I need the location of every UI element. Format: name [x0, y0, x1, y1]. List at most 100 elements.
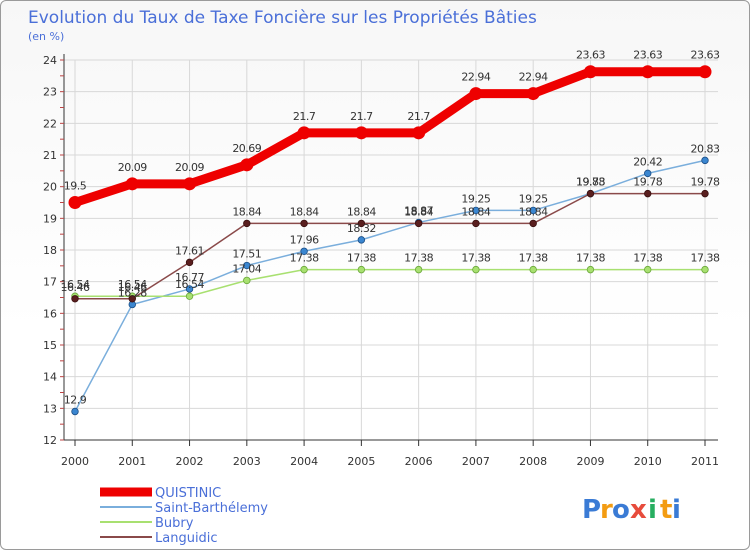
data-point — [357, 265, 366, 274]
data-label: 18.84 — [232, 205, 261, 218]
y-tick-label: 17 — [43, 276, 57, 289]
y-tick-label: 15 — [43, 339, 57, 352]
data-label: 16.28 — [118, 286, 147, 299]
data-label: 17.38 — [576, 252, 605, 265]
data-point — [183, 177, 197, 191]
y-tick-label: 18 — [43, 244, 57, 257]
x-tick-label: 2004 — [290, 455, 318, 468]
legend-label-3: Languidic — [155, 531, 218, 546]
x-tick-label: 2009 — [576, 455, 604, 468]
data-point — [357, 219, 366, 228]
data-label: 19.78 — [633, 176, 662, 189]
logo-letter: P — [582, 495, 601, 525]
x-tick-label: 2001 — [118, 455, 146, 468]
axes: 12 13 14 15 16 17 18 19 20 21 22 23 24 2000 2001 2002 20… — [43, 54, 719, 468]
legend-label-1: Saint-Barthélemy — [155, 501, 268, 516]
y-tick-label: 16 — [43, 307, 57, 320]
data-label: 19.78 — [691, 176, 720, 189]
data-point — [641, 65, 655, 79]
y-tick-label: 13 — [43, 402, 57, 415]
data-label: 19.25 — [461, 192, 490, 205]
data-point — [472, 219, 480, 228]
data-point — [644, 265, 652, 274]
data-label: 21.7 — [407, 110, 430, 123]
data-label: 20.09 — [118, 161, 147, 174]
x-tick-label: 2008 — [519, 455, 547, 468]
series-line-3 — [74, 192, 706, 300]
data-label: 16.46 — [61, 281, 90, 294]
data-point — [412, 126, 426, 140]
x-tick-label: 2006 — [405, 455, 433, 468]
data-label: 19.5 — [64, 180, 87, 193]
data-point — [300, 247, 308, 255]
data-label: 18.84 — [347, 205, 376, 218]
data-point — [469, 87, 483, 101]
data-label: 20.42 — [633, 155, 662, 168]
data-label: 18.84 — [290, 205, 319, 218]
data-point — [185, 285, 194, 293]
data-point — [354, 126, 368, 140]
data-point — [297, 126, 311, 140]
data-label: 19.83 — [576, 176, 605, 189]
data-label: 17.38 — [691, 252, 720, 265]
grid — [64, 59, 718, 441]
y-tick-label: 19 — [43, 212, 57, 225]
data-point — [529, 265, 537, 274]
y-tick-label: 22 — [43, 117, 57, 130]
data-label: 23.63 — [691, 49, 720, 62]
data-point — [71, 295, 79, 303]
x-tick-label: 2002 — [176, 455, 204, 468]
data-point — [644, 189, 652, 198]
data-label: 16.54 — [118, 278, 147, 291]
logo-letter: t — [660, 495, 672, 525]
y-tick-label: 14 — [43, 371, 57, 384]
data-label: 17.51 — [232, 248, 261, 261]
legend-label-0: QUISTINIC — [155, 486, 221, 501]
data-point — [529, 219, 537, 228]
chart-title: Evolution du Taux de Taxe Foncière sur l… — [28, 8, 537, 28]
x-tick-label: 2007 — [462, 455, 490, 468]
logo-letter: i — [648, 495, 657, 525]
data-point — [472, 206, 480, 215]
data-label: 19.25 — [519, 192, 548, 205]
y-tick-label: 24 — [43, 54, 57, 67]
y-tick-label: 21 — [43, 149, 57, 162]
x-tick-label: 2005 — [347, 455, 375, 468]
data-point — [414, 265, 423, 274]
data-label: 16.54 — [61, 278, 90, 291]
data-label: 17.38 — [347, 252, 376, 265]
data-label: 22.94 — [461, 71, 490, 84]
x-tick-label: 2011 — [691, 455, 719, 468]
data-label: 22.94 — [519, 71, 548, 84]
data-label: 20.09 — [175, 161, 204, 174]
series-line-0 — [70, 67, 710, 207]
x-tick-label: 2000 — [61, 455, 89, 468]
y-tick-label: 12 — [43, 434, 57, 447]
data-label: 18.84 — [519, 205, 548, 218]
logo-letter: x — [630, 495, 647, 525]
logo-letter: i — [672, 495, 681, 525]
data-point — [644, 169, 652, 178]
data-label: 21.7 — [293, 110, 316, 123]
data-point — [185, 292, 194, 300]
data-point — [701, 265, 709, 274]
data-point — [526, 87, 540, 101]
chart-subtitle: (en %) — [28, 30, 64, 43]
data-label: 17.96 — [290, 233, 319, 246]
series-lines — [70, 67, 710, 413]
data-point — [243, 261, 251, 270]
data-point — [128, 295, 136, 303]
data-point — [701, 189, 709, 198]
data-point — [472, 265, 480, 274]
data-label: 20.83 — [691, 142, 720, 155]
data-point — [701, 156, 709, 165]
proxiti-logo: Pr o x i t i — [582, 495, 681, 525]
data-label: 20.69 — [232, 142, 261, 155]
data-label: 18.84 — [461, 205, 490, 218]
data-label: 21.7 — [350, 110, 373, 123]
data-label: 18.84 — [404, 205, 433, 218]
data-point — [300, 265, 308, 274]
data-point — [586, 265, 595, 274]
y-tick-label: 23 — [43, 86, 57, 99]
